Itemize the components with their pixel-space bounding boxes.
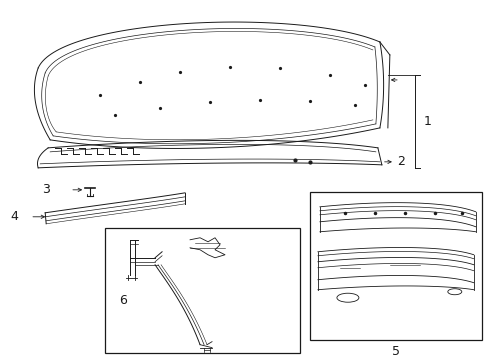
Text: 3: 3 <box>42 183 50 196</box>
Text: 1: 1 <box>423 116 431 129</box>
Text: 5: 5 <box>391 345 399 358</box>
Bar <box>309 192 481 340</box>
Text: 6: 6 <box>119 294 127 307</box>
Text: 2: 2 <box>396 156 404 168</box>
Bar <box>105 228 299 353</box>
Text: 4: 4 <box>10 210 18 223</box>
